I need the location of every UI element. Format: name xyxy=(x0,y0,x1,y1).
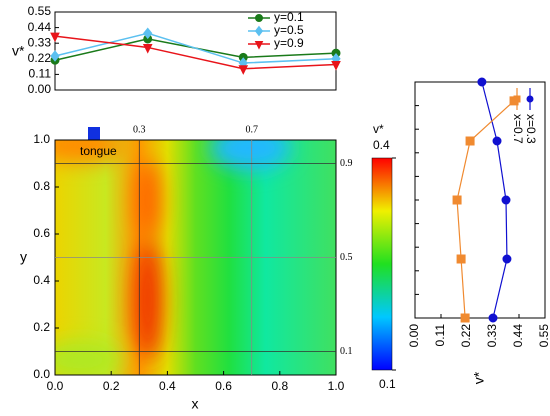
legend-label: x=0.7 xyxy=(511,114,525,144)
side-x-axis-label: v* xyxy=(471,371,487,384)
colorbar-tick-label: 0.1 xyxy=(379,377,396,391)
x-axis-label: x xyxy=(192,396,199,412)
y-tick-label: 0.33 xyxy=(28,35,52,49)
guide-label: 0.9 xyxy=(340,158,353,169)
marker xyxy=(492,136,502,146)
annotation: tongue xyxy=(80,144,117,158)
x-tick-label: 0.22 xyxy=(459,324,473,348)
marker xyxy=(255,14,263,22)
colorbar-tick-label: 0.4 xyxy=(373,138,390,152)
line xyxy=(54,32,337,64)
x-tick-label: 0.8 xyxy=(271,379,288,393)
heatmap-field xyxy=(55,140,336,375)
marker xyxy=(452,195,462,205)
guide-label: 0.5 xyxy=(340,252,353,263)
marker xyxy=(501,195,511,205)
y-axis-label: y xyxy=(20,249,27,265)
y-tick-label: 1.0 xyxy=(33,132,50,146)
legend-label: y=0.9 xyxy=(274,36,304,50)
x-tick-label: 0.0 xyxy=(47,379,64,393)
y-tick-label: 0.8 xyxy=(33,179,50,193)
marker xyxy=(460,313,470,323)
tongue-marker xyxy=(88,127,100,140)
marker xyxy=(465,136,475,146)
y-tick-label: 0.55 xyxy=(28,4,52,18)
marker xyxy=(502,254,512,264)
x-tick-label: 1.0 xyxy=(328,379,345,393)
y-tick-label: 0.22 xyxy=(28,51,52,65)
guide-label: 0.1 xyxy=(340,346,353,357)
colorbar xyxy=(371,157,393,371)
legend-label: y=0.1 xyxy=(274,10,304,24)
x-tick-label: 0.2 xyxy=(103,379,120,393)
guide-label: 0.7 xyxy=(245,124,258,135)
x-tick-label: 0.44 xyxy=(511,324,525,348)
marker xyxy=(142,43,153,54)
marker xyxy=(513,95,521,103)
guide-label: 0.3 xyxy=(133,124,146,135)
marker xyxy=(526,95,534,103)
marker xyxy=(488,313,498,323)
x-tick-label: 0.00 xyxy=(407,324,421,348)
x-tick-label: 0.55 xyxy=(537,324,550,348)
marker xyxy=(331,60,341,71)
marker xyxy=(238,65,249,75)
legend-label: x=0.3 xyxy=(524,114,538,144)
marker xyxy=(50,50,60,62)
marker xyxy=(50,32,60,43)
x-tick-label: 0.6 xyxy=(215,379,232,393)
x-tick-label: 0.4 xyxy=(159,379,176,393)
y-tick-label: 0.0 xyxy=(33,367,50,381)
x-tick-label: 0.33 xyxy=(485,324,499,348)
y-tick-label: 0.00 xyxy=(28,82,52,96)
marker xyxy=(456,254,466,264)
colorbar-label: v* xyxy=(373,122,384,136)
y-tick-label: 0.4 xyxy=(33,273,50,287)
marker xyxy=(143,27,153,40)
top-y-axis-label: v* xyxy=(12,43,25,59)
marker xyxy=(254,25,264,37)
y-tick-label: 0.6 xyxy=(33,226,50,240)
y-tick-label: 0.11 xyxy=(29,67,52,81)
marker xyxy=(254,41,264,50)
y-tick-label: 0.2 xyxy=(33,320,50,334)
marker xyxy=(477,77,487,87)
line xyxy=(456,100,515,319)
y-tick-label: 0.44 xyxy=(28,20,52,34)
legend-label: y=0.5 xyxy=(274,23,304,37)
x-tick-label: 0.11 xyxy=(433,324,447,347)
line xyxy=(54,35,337,70)
